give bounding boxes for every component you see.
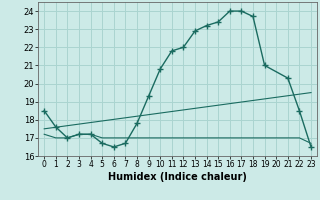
X-axis label: Humidex (Indice chaleur): Humidex (Indice chaleur): [108, 172, 247, 182]
